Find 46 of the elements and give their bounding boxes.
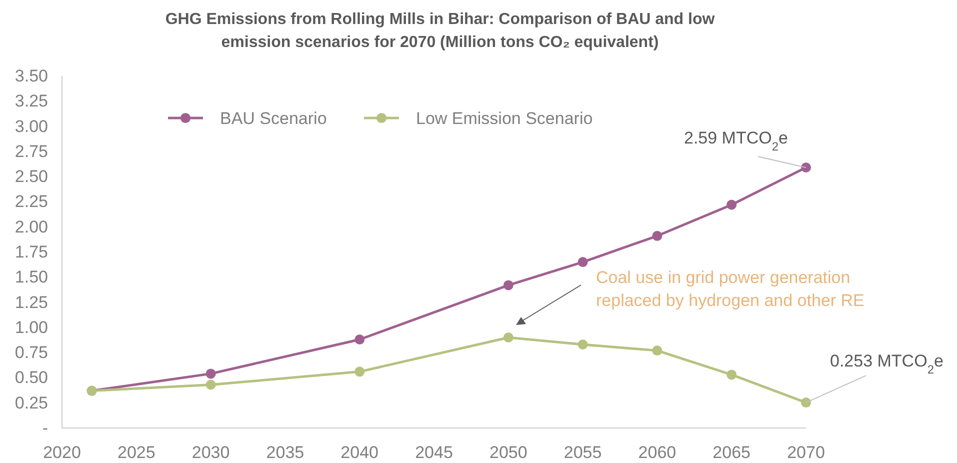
y-tick-label: 3.50 <box>14 66 48 86</box>
x-tick-label: 2035 <box>266 443 304 462</box>
x-tick-label: 2055 <box>564 443 602 462</box>
x-tick-label: 2070 <box>787 443 825 462</box>
x-tick-label: 2050 <box>489 443 528 462</box>
point <box>354 334 365 344</box>
point <box>206 368 216 379</box>
point <box>503 280 514 290</box>
annotation: 0.253 MTCO$_{2}$e <box>830 352 944 377</box>
point <box>206 380 216 390</box>
y-tick-label: 3.25 <box>14 92 48 111</box>
annotation: 2.59 MTCO$_{2}$e <box>684 128 788 154</box>
y-tick-label: 3.00 <box>14 116 48 136</box>
y-tick-label: 0.75 <box>14 343 48 362</box>
x-tick-label: 2025 <box>117 443 156 462</box>
annotation: Coal use in grid power generation replaced by hydrogen and other RE <box>596 268 864 310</box>
point <box>354 366 365 377</box>
y-tick-label: 1.50 <box>14 268 48 287</box>
point <box>801 398 811 408</box>
y-tick-label: 2.25 <box>14 192 48 212</box>
y-tick-label: 0.25 <box>14 393 48 412</box>
legend-label: Low Emission Scenario <box>416 109 593 128</box>
point <box>726 200 737 210</box>
y-tick-label: 2.75 <box>14 142 48 161</box>
x-tick-label: 2045 <box>415 443 453 462</box>
point <box>726 370 737 380</box>
point <box>578 340 588 350</box>
x-tick-label: 2065 <box>712 443 751 462</box>
point <box>578 257 588 268</box>
y-tick-label: 1.00 <box>14 318 48 337</box>
chart-title: GHG Emissions from Rolling Mills in Bihar: Comparison of BAU and low emission scenarios for 2070 (Million tons CO₂ equivalent) <box>165 11 716 51</box>
x-tick-label: 2020 <box>43 443 81 462</box>
point <box>503 332 514 342</box>
legend-label: BAU Scenario <box>220 109 327 128</box>
y-tick-label: 1.25 <box>14 292 48 312</box>
x-tick-label: 2030 <box>192 443 230 462</box>
x-tick-label: 2060 <box>638 443 676 462</box>
point <box>652 346 662 356</box>
point <box>801 162 811 173</box>
y-tick-label: 2.00 <box>14 217 48 236</box>
y-tick-label: 1.75 <box>14 242 48 262</box>
y-tick-label: - <box>42 418 48 438</box>
point <box>652 230 662 241</box>
x-tick-label: 2040 <box>340 443 379 462</box>
y-tick-label: 0.50 <box>14 368 48 388</box>
y-tick-label: 2.50 <box>14 167 48 186</box>
